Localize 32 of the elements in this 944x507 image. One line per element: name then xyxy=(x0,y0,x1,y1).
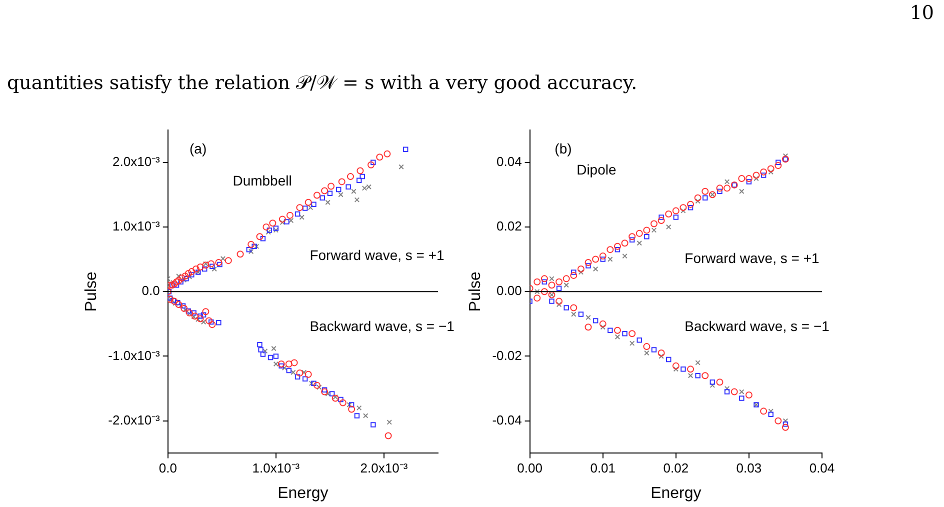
y-axis-title: Pulse xyxy=(467,271,484,312)
x-tick-label: 0.01 xyxy=(590,460,616,476)
annotation: Backward wave, s = −1 xyxy=(310,318,455,334)
text: quantities satisfy the relation 𝒫/𝒲 = s with a very good accuracy. xyxy=(7,72,638,94)
y-tick-label: -0.04 xyxy=(492,412,522,428)
y-tick-label: 0.02 xyxy=(496,218,522,234)
y-tick-label: 0.00 xyxy=(496,283,522,298)
text: 10 xyxy=(910,2,934,24)
x-axis-title: Energy xyxy=(650,484,702,502)
x-tick-label: 1.0x10⁻³ xyxy=(252,460,300,476)
annotation: (a) xyxy=(190,140,207,156)
annotation: Backward wave, s = −1 xyxy=(684,318,830,334)
x-tick-label: 0.04 xyxy=(809,460,835,476)
x-tick-label: 0.02 xyxy=(663,460,689,476)
x-tick-label: 2.0x10⁻³ xyxy=(360,460,408,476)
annotation: Dipole xyxy=(576,161,616,178)
y-axis-title: Pulse xyxy=(83,271,100,312)
annotation: Forward wave, s = +1 xyxy=(310,246,445,263)
x-tick-label: 0.0 xyxy=(158,460,177,476)
y-tick-label: 0.04 xyxy=(496,154,522,169)
y-tick-label: -1.0x10⁻³ xyxy=(108,348,161,363)
y-tick-label: 2.0x10⁻³ xyxy=(112,154,161,169)
x-axis-title: Energy xyxy=(278,484,328,502)
y-tick-label: 0.0 xyxy=(142,283,160,298)
x-tick-label: 0.00 xyxy=(517,460,542,476)
y-tick-label: -2.0x10⁻³ xyxy=(108,412,161,428)
annotation: (b) xyxy=(554,140,572,156)
y-tick-label: -0.02 xyxy=(492,348,522,363)
annotation: Dumbbell xyxy=(232,172,292,189)
y-tick-label: 1.0x10⁻³ xyxy=(112,218,161,234)
x-tick-label: 0.03 xyxy=(736,460,762,476)
annotation: Forward wave, s = +1 xyxy=(684,250,820,266)
